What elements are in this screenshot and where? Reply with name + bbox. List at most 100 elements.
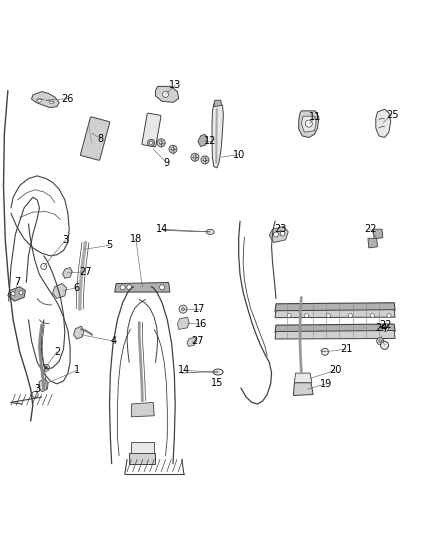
Polygon shape [198,134,208,147]
Polygon shape [131,442,154,453]
Polygon shape [155,86,179,102]
Circle shape [193,156,197,159]
Text: 24: 24 [375,323,387,333]
Polygon shape [275,310,395,318]
Text: 26: 26 [62,94,74,103]
Polygon shape [63,268,72,278]
Text: 3: 3 [63,235,69,245]
Circle shape [384,326,387,329]
Text: 23: 23 [274,224,286,234]
Polygon shape [115,282,170,292]
Circle shape [162,91,169,98]
Polygon shape [373,229,383,239]
Text: 6: 6 [74,283,80,293]
Circle shape [45,366,47,369]
Circle shape [280,231,285,236]
Polygon shape [53,284,67,298]
Polygon shape [294,373,312,383]
Text: 22: 22 [364,224,376,234]
Text: 5: 5 [106,240,113,250]
Circle shape [326,313,331,318]
Circle shape [304,313,309,318]
Text: 1: 1 [74,366,80,375]
Text: 20: 20 [329,366,341,375]
Text: 27: 27 [191,336,203,346]
Text: 25: 25 [386,110,398,119]
Polygon shape [8,287,25,301]
Circle shape [41,263,47,270]
Polygon shape [275,324,395,333]
Text: 21: 21 [340,344,352,354]
Circle shape [377,337,384,345]
Circle shape [273,232,279,237]
Text: 15: 15 [211,378,223,387]
Text: 4: 4 [111,336,117,346]
Polygon shape [187,337,196,346]
Circle shape [169,145,177,154]
Text: 11: 11 [309,112,321,122]
Circle shape [348,313,353,318]
Polygon shape [32,92,59,108]
Text: 10: 10 [233,150,245,159]
Text: 8: 8 [98,134,104,143]
Circle shape [179,305,187,313]
Circle shape [127,285,132,290]
Polygon shape [74,326,84,339]
Circle shape [157,139,165,147]
Circle shape [11,292,15,296]
Text: 14: 14 [156,224,168,234]
Circle shape [201,156,209,164]
Circle shape [182,308,184,311]
Circle shape [379,340,381,343]
Text: 7: 7 [14,278,21,287]
Circle shape [203,158,207,161]
Circle shape [370,313,374,318]
Ellipse shape [213,369,223,375]
Text: 12: 12 [204,136,216,146]
Circle shape [381,341,389,350]
Circle shape [159,285,165,290]
Ellipse shape [206,229,214,235]
Circle shape [171,148,175,151]
Text: 13: 13 [169,80,181,90]
Circle shape [305,120,312,127]
Polygon shape [301,116,316,132]
Polygon shape [368,238,378,248]
Circle shape [42,364,49,372]
Circle shape [321,348,328,356]
Polygon shape [131,402,154,417]
Polygon shape [275,330,395,339]
Circle shape [287,313,291,318]
Text: 22: 22 [379,320,392,330]
Circle shape [49,100,54,104]
Polygon shape [39,378,48,392]
Text: 14: 14 [178,366,190,375]
Polygon shape [299,111,319,138]
Text: 16: 16 [195,319,208,329]
Circle shape [382,324,389,332]
Text: 18: 18 [130,234,142,244]
Circle shape [150,141,152,144]
Circle shape [191,153,199,161]
Text: 17: 17 [193,304,205,314]
Polygon shape [177,317,189,329]
FancyBboxPatch shape [142,113,161,147]
Text: 2: 2 [54,347,60,357]
Polygon shape [214,100,222,107]
Circle shape [19,290,23,295]
Polygon shape [129,453,155,464]
Text: 9: 9 [163,158,170,167]
Circle shape [32,391,38,398]
Polygon shape [269,227,288,243]
Circle shape [120,285,125,290]
Circle shape [387,313,391,318]
Polygon shape [275,303,395,312]
Text: 19: 19 [320,379,332,389]
Polygon shape [376,109,391,138]
FancyBboxPatch shape [81,117,110,160]
Text: 27: 27 [79,267,92,277]
Circle shape [148,139,155,147]
Polygon shape [293,383,313,395]
Circle shape [37,98,42,102]
Text: 3: 3 [34,384,40,394]
